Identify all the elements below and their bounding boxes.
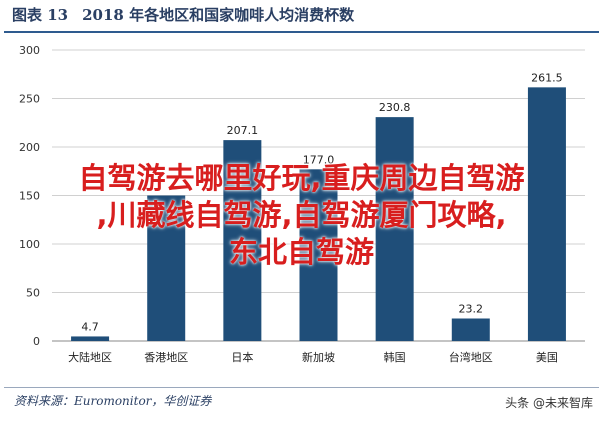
bar	[451, 318, 490, 341]
x-tick-label: 大陆地区	[68, 350, 112, 364]
figure-title: 图表 13 2018 年各地区和国家咖啡人均消费杯数	[12, 4, 592, 28]
overlay-line-2: ,川藏线自驾游,自驾游厦门攻略,	[96, 198, 507, 232]
y-tick-label: 300	[19, 44, 40, 57]
bar	[71, 336, 110, 341]
y-tick-label: 150	[19, 190, 40, 203]
overlay-line-3: 东北自驾游	[228, 235, 374, 269]
x-tick-label: 日本	[231, 350, 253, 364]
bars	[71, 87, 566, 342]
watermark: 头条 @未来智库	[505, 396, 593, 410]
bar-chart: 0 50 100 150 200 250 300 4.7 207.1 177.0 230.8 23.…	[19, 44, 585, 364]
y-tick-label: 200	[19, 141, 40, 154]
source-note: 资料来源：Euromonitor，华创证券	[14, 394, 212, 408]
x-tick-label: 美国	[536, 351, 558, 364]
y-axis: 0 50 100 150 200 250 300	[19, 44, 585, 348]
bar	[299, 169, 338, 341]
data-label: 261.5	[531, 71, 563, 84]
data-label: 230.8	[379, 101, 411, 114]
data-labels: 4.7 207.1 177.0 230.8 23.2 261.5	[81, 71, 562, 333]
x-tick-label: 新加坡	[302, 350, 335, 364]
data-label: 207.1	[227, 124, 259, 137]
title-rule	[4, 31, 599, 33]
bar	[223, 140, 262, 341]
x-axis: 大陆地区 香港地区 日本 新加坡 韩国 台湾地区 美国	[68, 350, 558, 364]
y-tick-label: 50	[26, 287, 40, 300]
bar	[147, 195, 186, 341]
y-tick-label: 100	[19, 238, 40, 251]
figure-label: 图表 13	[12, 6, 69, 24]
source-rule	[4, 387, 599, 388]
figure-title-text: 2018 年各地区和国家咖啡人均消费杯数	[82, 6, 355, 24]
data-label: 23.2	[459, 302, 484, 315]
x-tick-label: 香港地区	[144, 351, 188, 364]
x-tick-label: 台湾地区	[449, 350, 493, 364]
data-label: 177.0	[303, 153, 335, 166]
bar	[375, 117, 414, 342]
x-tick-label: 韩国	[384, 350, 406, 364]
bar	[527, 87, 566, 341]
y-tick-label: 0	[33, 335, 40, 348]
overlay-text: 自驾游去哪里好玩,重庆周边自驾游 ,川藏线自驾游,自驾游厦门攻略, 东北自驾游	[0, 160, 603, 271]
y-tick-label: 250	[19, 93, 40, 106]
data-label: 4.7	[81, 320, 99, 333]
overlay-line-1: 自驾游去哪里好玩,重庆周边自驾游	[78, 161, 525, 195]
